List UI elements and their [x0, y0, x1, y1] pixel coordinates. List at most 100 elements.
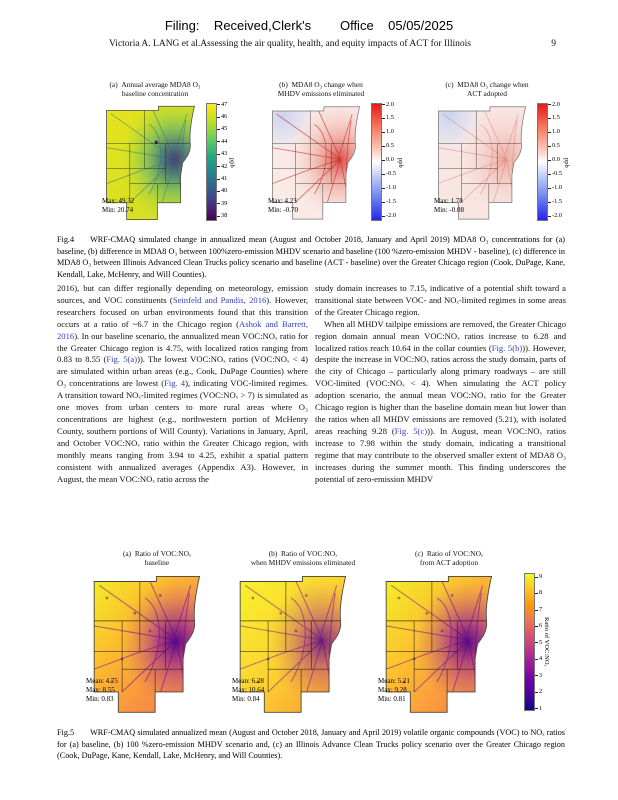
colorbar-ticks: 9 8 7 6 5 4 3 2 1 — [535, 573, 542, 713]
colorbar-tick: -1.5 — [548, 198, 562, 205]
colorbar-ticks: 47 46 45 44 43 42 41 40 39 38 — [217, 101, 227, 221]
citation-link[interactable]: Fig. 4 — [164, 378, 186, 389]
stat-mean: Mean: 4.75 — [86, 677, 118, 685]
stat-min: Min: 0.81 — [378, 695, 406, 704]
panel-title-line1: MDA8 O₃ change when — [291, 80, 363, 89]
colorbar-tick: 40 — [217, 188, 227, 195]
panel-title-line1: Ratio of VOC:NOₓ — [281, 549, 338, 558]
fig4-panel-a: (a) Annual average MDA8 O₃ baseline conc… — [72, 80, 238, 226]
text-run: ). However, researchers focused on urban… — [57, 294, 308, 329]
fig5-panel-c-title: (c) Ratio of VOC:NOₓ — [376, 549, 522, 558]
colorbar-tick: -0.5 — [382, 170, 396, 177]
panel-label: (a) — [122, 549, 132, 558]
citation-link[interactable]: Fig. 5(b) — [491, 342, 523, 353]
panel-label: (b) — [268, 549, 278, 558]
colorbar-tick: 44 — [217, 138, 227, 145]
colorbar-tick: 2.0 — [382, 101, 396, 108]
text-run: )). In August, mean VOC:NOₓ ratios incre… — [315, 425, 566, 484]
fig5-caption-text: WRF-CMAQ simulated annualized mean (Augu… — [57, 728, 565, 761]
colorbar-tick: -1.0 — [382, 184, 396, 191]
colorbar-tick: 1.0 — [548, 129, 562, 136]
stat-min: Min: 0.84 — [232, 695, 260, 704]
panel-title-line2: when MHDV emissions eliminated — [250, 558, 356, 568]
colorbar-tick: -2.0 — [382, 212, 396, 219]
colorbar-tick: 0.5 — [382, 143, 396, 150]
colorbar-gradient — [537, 102, 549, 221]
map-vocnox-mhdv-eliminated — [239, 575, 347, 713]
colorbar-tick: 5 — [535, 639, 542, 646]
fig4-colorbar-c: 2.0 1.5 1.0 0.5 0.0 -0.5 -1.0 -1.5 -2.0 ppb — [537, 101, 570, 226]
fig5-panel-c: (c) Ratio of VOC:NOₓ from ACT adoption M… — [376, 549, 522, 720]
fig5-panel-a-stats: Mean: 4.75 Max: 8.55 Min: 0.83 — [86, 677, 118, 704]
colorbar-tick: 46 — [217, 113, 227, 120]
panel-label: (a) — [109, 80, 118, 89]
colorbar-tick: 39 — [217, 200, 227, 207]
colorbar-tick: 9 — [535, 573, 542, 580]
stat-min: Min: 20.74 — [102, 206, 134, 215]
colorbar-tick: 47 — [217, 101, 227, 108]
body-column-left: 2016), but can differ regionally dependi… — [57, 283, 308, 485]
paragraph: When all MHDV tailpipe emissions are rem… — [315, 319, 566, 486]
panel-title-line2: baseline concentration — [121, 89, 189, 99]
fig4-panel-b-stats: Max: 4.23 Min: -0.70 — [268, 197, 298, 215]
stat-min: Min: 0.83 — [86, 695, 114, 704]
colorbar-tick: 6 — [535, 623, 542, 630]
colorbar-tick: 45 — [217, 126, 227, 133]
fig4-panel-c: (c) MDA8 O₃ change when ACT adopted 2.0 1… — [404, 80, 570, 226]
body-column-right: study domain increases to 7.15, indicati… — [315, 283, 566, 485]
text-run: ), indicating VOC-limited regimes. A tra… — [57, 378, 309, 484]
fig4-panel-c-title: (c) MDA8 O₃ change when — [404, 80, 570, 89]
colorbar-tick: 42 — [217, 163, 227, 170]
colorbar-tick: -1.5 — [382, 198, 396, 205]
fig5-panel-b-stats: Mean: 6.28 Max: 10.64 Min: 0.84 — [232, 677, 264, 704]
colorbar-tick: 3 — [535, 672, 542, 679]
stat-max: Max: 49.32 — [102, 197, 135, 205]
fig4-colorbar-a: 47 46 45 44 43 42 41 40 39 38 ppb — [206, 101, 235, 226]
stat-mean: Mean: 6.28 — [232, 677, 264, 685]
text-run: )). The lowest VOC:NOₓ ratios (VOC:NOₓ <… — [57, 354, 308, 389]
panel-title-line1: Ratio of VOC:NOₓ — [134, 549, 192, 558]
colorbar-tick: -1.0 — [548, 184, 562, 191]
colorbar-tick: 7 — [535, 606, 542, 613]
fig4-panel-a-stats: Max: 49.32 Min: 20.74 — [102, 197, 134, 215]
text-run: study domain increases to 7.15, indicati… — [315, 283, 566, 317]
colorbar-tick: 1 — [535, 705, 542, 712]
stat-min: Min: -0.08 — [434, 206, 464, 215]
citation-link[interactable]: Ashok and Barrett, 2016 — [57, 318, 308, 341]
figure-5: (a) Ratio of VOC:NOₓ baseline Mean: 4.75… — [84, 549, 584, 720]
stat-min: Min: -0.70 — [268, 206, 298, 215]
panel-title-line1: Annual average MDA8 O₃ — [121, 80, 201, 89]
colorbar-tick: 2.0 — [548, 101, 562, 108]
panel-label: (c) — [414, 549, 424, 558]
stat-max: Max: 8.55 — [86, 686, 115, 695]
text-run: ). In our baseline scenario, the annuali… — [57, 330, 308, 365]
colorbar-tick: 1.0 — [382, 129, 396, 136]
colorbar-ticks: 2.0 1.5 1.0 0.5 0.0 -0.5 -1.0 -1.5 -2.0 — [382, 101, 396, 221]
fig4-caption-label: Fig.4 — [57, 235, 75, 244]
paragraph: study domain increases to 7.15, indicati… — [315, 283, 566, 319]
panel-label: (b) — [279, 80, 288, 89]
fig4-panel-b-title: (b) MDA8 O₃ change when — [238, 80, 404, 89]
colorbar-gradient — [371, 102, 383, 221]
colorbar-tick: -0.5 — [548, 170, 562, 177]
page-number: 9 — [551, 39, 556, 49]
colorbar-tick: 4 — [535, 655, 542, 662]
fig4-colorbar-b: 2.0 1.5 1.0 0.5 0.0 -0.5 -1.0 -1.5 -2.0 ppb — [371, 101, 404, 226]
stat-max: Max: 1.78 — [434, 197, 463, 205]
colorbar-tick: 43 — [217, 150, 227, 157]
fig5-panel-c-stats: Mean: 5.21 Max: 9.28 Min: 0.81 — [378, 677, 410, 704]
citation-link[interactable]: Seinfeld and Pandis, 2016 — [172, 294, 267, 305]
stat-max: Max: 10.64 — [232, 686, 265, 695]
colorbar-label: Ratio of VOC:NOₓ — [543, 617, 551, 667]
map-mda8-mhdv-eliminated — [271, 105, 361, 220]
citation-link[interactable]: Fig. 5(a) — [106, 354, 138, 365]
fig5-caption-label: Fig.5 — [57, 728, 75, 737]
panel-title-line2: ACT adopted — [467, 89, 507, 99]
figure-4: (a) Annual average MDA8 O₃ baseline conc… — [72, 80, 572, 226]
colorbar-tick: 0.5 — [548, 143, 562, 150]
fig5-panel-a: (a) Ratio of VOC:NOₓ baseline Mean: 4.75… — [84, 549, 230, 720]
colorbar-ticks: 2.0 1.5 1.0 0.5 0.0 -0.5 -1.0 -1.5 -2.0 — [548, 101, 562, 221]
citation-link[interactable]: Fig. 5(c) — [394, 425, 428, 436]
fig5-panel-a-title: (a) Ratio of VOC:NOₓ — [84, 549, 230, 558]
